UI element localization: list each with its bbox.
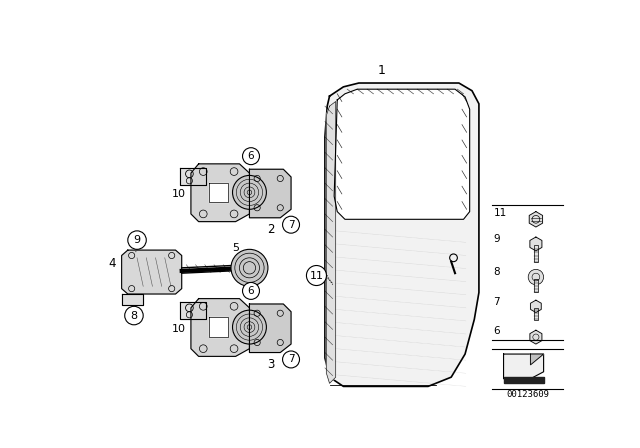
Polygon shape	[334, 89, 470, 220]
Text: 4: 4	[109, 257, 116, 270]
Circle shape	[307, 266, 326, 285]
Text: 2: 2	[268, 223, 275, 236]
Text: 7: 7	[493, 297, 500, 307]
Text: 6: 6	[493, 326, 500, 336]
Text: 9: 9	[493, 233, 500, 244]
Circle shape	[232, 176, 266, 209]
Text: 10: 10	[172, 323, 186, 334]
Text: 3: 3	[268, 358, 275, 370]
Text: 11: 11	[493, 208, 507, 218]
Polygon shape	[209, 317, 228, 337]
Polygon shape	[191, 164, 250, 222]
Text: 6: 6	[248, 286, 254, 296]
Polygon shape	[122, 250, 182, 294]
Text: 7: 7	[288, 220, 294, 230]
FancyBboxPatch shape	[534, 245, 538, 262]
Polygon shape	[250, 304, 291, 353]
Text: 5: 5	[232, 243, 239, 253]
Circle shape	[231, 250, 268, 286]
Circle shape	[243, 282, 259, 299]
Text: 8: 8	[493, 267, 500, 277]
Text: 1: 1	[378, 64, 386, 77]
Text: 00123609: 00123609	[506, 390, 549, 399]
Polygon shape	[180, 168, 206, 185]
Polygon shape	[326, 102, 336, 383]
Polygon shape	[529, 211, 543, 227]
Circle shape	[283, 351, 300, 368]
Polygon shape	[325, 83, 479, 386]
Text: 8: 8	[131, 310, 138, 321]
Circle shape	[283, 216, 300, 233]
Polygon shape	[530, 330, 542, 344]
Text: 11: 11	[310, 271, 323, 280]
Circle shape	[125, 306, 143, 325]
Polygon shape	[209, 183, 228, 202]
Polygon shape	[531, 354, 543, 365]
Text: 9: 9	[134, 235, 141, 245]
Text: 6: 6	[248, 151, 254, 161]
Circle shape	[128, 231, 147, 250]
Text: 10: 10	[172, 189, 186, 199]
Polygon shape	[250, 169, 291, 218]
Polygon shape	[180, 302, 206, 319]
Polygon shape	[530, 237, 542, 251]
Polygon shape	[191, 299, 250, 356]
Text: 7: 7	[288, 354, 294, 365]
Polygon shape	[504, 377, 543, 383]
Circle shape	[528, 269, 543, 285]
Polygon shape	[122, 294, 143, 305]
Circle shape	[243, 148, 259, 165]
Polygon shape	[531, 300, 541, 313]
FancyBboxPatch shape	[534, 279, 538, 293]
FancyBboxPatch shape	[534, 308, 538, 320]
Circle shape	[232, 310, 266, 344]
Polygon shape	[504, 354, 543, 379]
